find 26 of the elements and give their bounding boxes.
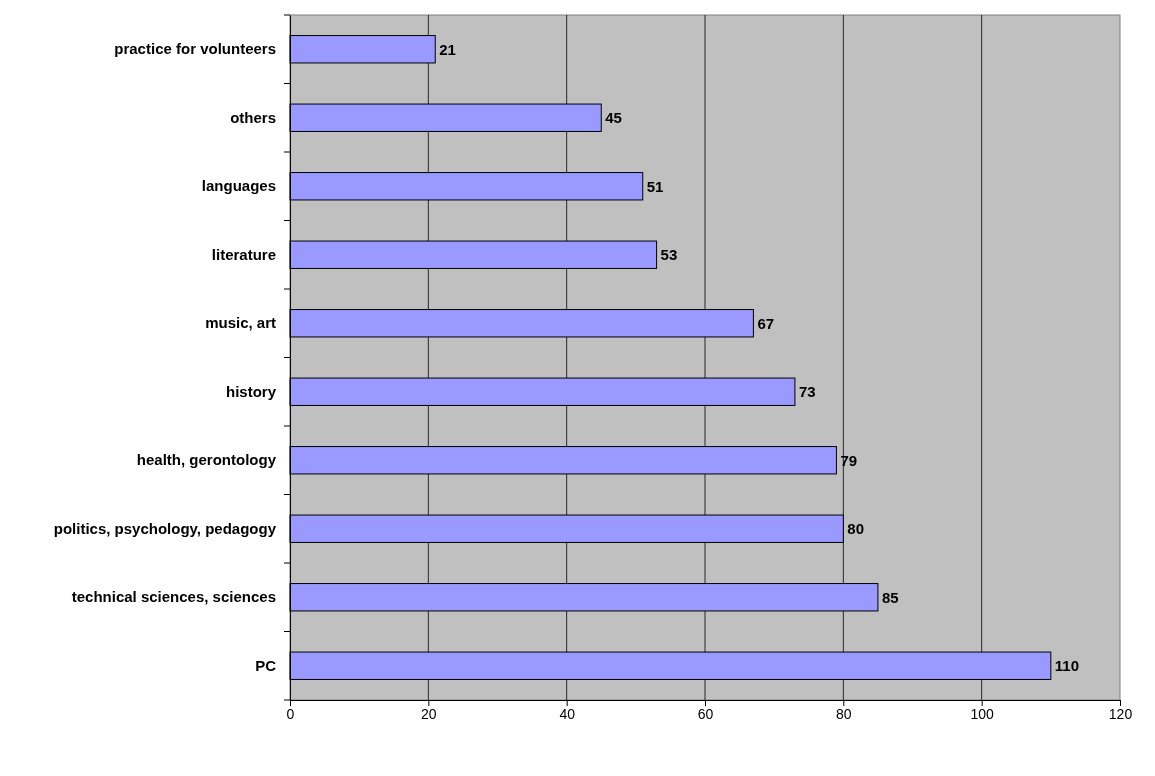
x-tick-label: 40 [559, 705, 576, 722]
data-label: 110 [1054, 657, 1080, 674]
data-label: 67 [757, 314, 775, 332]
data-label: 53 [660, 246, 678, 263]
x-tick-label: 0 [286, 705, 295, 722]
y-tick-label: history [225, 382, 277, 400]
y-tick-label: others [230, 108, 276, 126]
y-tick-label: practice for volunteers [114, 40, 276, 58]
y-tick-label: literature [211, 245, 276, 263]
y-tick-label: health, gerontology [136, 451, 277, 469]
data-label: 80 [847, 520, 865, 537]
y-tick-label: music, art [205, 314, 276, 332]
data-label: 85 [881, 588, 899, 606]
x-tick-label: 120 [1108, 705, 1133, 722]
y-tick-label: languages [201, 177, 276, 195]
data-label: 73 [798, 383, 816, 400]
x-tick-label: 100 [970, 705, 995, 722]
y-tick-label: politics, psychology, pedagogy [53, 519, 277, 537]
y-tick-label: PC [255, 656, 277, 674]
x-tick-label: 60 [697, 705, 714, 722]
data-label: 51 [646, 177, 664, 195]
y-tick-label: technical sciences, sciences [71, 588, 276, 606]
data-label: 45 [605, 109, 622, 126]
x-tick-label: 80 [836, 705, 852, 722]
x-tick-label: 20 [421, 705, 437, 722]
data-label: 21 [439, 40, 456, 58]
